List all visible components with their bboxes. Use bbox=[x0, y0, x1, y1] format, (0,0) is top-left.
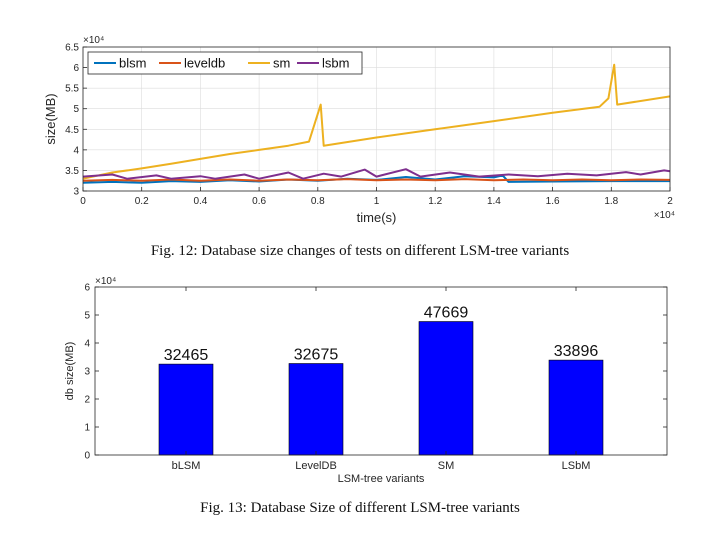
chart1-legend-label-lsbm: lsbm bbox=[322, 56, 349, 71]
chart1-y-multiplier: ×10⁴ bbox=[83, 35, 104, 46]
chart1-series bbox=[82, 63, 671, 184]
chart1-x-tick-label: 2 bbox=[667, 196, 673, 207]
chart2-y-ticks: 0 1 2 3 4 5 6 bbox=[84, 283, 667, 462]
chart1-y-tick-label: 3 bbox=[73, 187, 79, 198]
line-chart: 0 0.2 0.4 0.6 0.8 1 1.2 1.4 1.6 1.8 2 3 3.5 4 4.5 5 5.5… bbox=[43, 35, 675, 225]
chart1-legend-box bbox=[87, 51, 363, 75]
chart2-data-label: 32465 bbox=[164, 347, 209, 364]
chart1-x-axis-label: time(s) bbox=[357, 210, 397, 225]
chart1-x-tick-label: 0 bbox=[80, 196, 86, 207]
chart2-bar-SM bbox=[418, 321, 474, 456]
chart2-bars bbox=[158, 321, 604, 456]
chart1-x-tick-label: 1 bbox=[374, 196, 380, 207]
chart1-x-ticks: 0 0.2 0.4 0.6 0.8 1 1.2 1.4 1.6 1.8 2 bbox=[80, 187, 673, 207]
chart2-x-ticks: bLSM LevelDB SM LSbM bbox=[172, 287, 591, 472]
chart1-y-tick-label: 4.5 bbox=[65, 125, 79, 136]
chart2-data-label: 47669 bbox=[424, 305, 469, 322]
chart1-series-lsbm bbox=[82, 168, 671, 180]
chart1-y-ticks: 3 3.5 4 4.5 5 5.5 6 6.5 bbox=[65, 43, 87, 198]
chart2-y-tick-label: 0 bbox=[84, 451, 90, 462]
figure-12-caption: Fig. 12: Database size changes of tests … bbox=[150, 243, 570, 259]
chart1-y-tick-label: 6 bbox=[73, 63, 79, 74]
chart2-data-label: 33896 bbox=[554, 343, 599, 360]
chart1-y-tick-label: 5.5 bbox=[65, 84, 79, 95]
chart1-series-leveldb bbox=[82, 178, 671, 182]
chart2-y-tick-label: 4 bbox=[84, 339, 90, 350]
figure-13-caption: Fig. 13: Database Size of different LSM-… bbox=[200, 500, 520, 516]
chart2-y-tick-label: 2 bbox=[84, 395, 90, 406]
chart2-y-tick-label: 3 bbox=[84, 367, 90, 378]
chart2-x-axis-label: LSM-tree variants bbox=[338, 473, 425, 485]
chart1-y-tick-label: 6.5 bbox=[65, 43, 79, 54]
chart2-x-tick-label: LevelDB bbox=[295, 460, 337, 472]
chart2-y-multiplier: ×10⁴ bbox=[95, 276, 116, 287]
chart1-y-tick-label: 4 bbox=[73, 145, 79, 156]
chart1-y-axis-label: size(MB) bbox=[43, 93, 58, 144]
chart2-bar-bLSM bbox=[158, 363, 214, 456]
chart1-y-tick-label: 3.5 bbox=[65, 166, 79, 177]
chart1-legend: blsm leveldb sm lsbm bbox=[87, 51, 363, 75]
chart1-x-tick-label: 1.4 bbox=[487, 196, 501, 207]
chart1-x-tick-label: 1.6 bbox=[546, 196, 560, 207]
chart1-x-tick-label: 0.8 bbox=[311, 196, 325, 207]
chart1-y-tick-label: 5 bbox=[73, 104, 79, 115]
chart1-x-tick-label: 0.4 bbox=[193, 196, 207, 207]
chart2-y-tick-label: 6 bbox=[84, 283, 90, 294]
chart2-y-axis-label: db size(MB) bbox=[64, 342, 76, 401]
chart1-x-tick-label: 0.6 bbox=[252, 196, 266, 207]
bar-chart: bLSM LevelDB SM LSbM 0 1 2 3 4 5 6 32465 32675 4766… bbox=[64, 276, 668, 485]
chart1-legend-label-blsm: blsm bbox=[119, 56, 146, 71]
chart2-data-label: 32675 bbox=[294, 347, 339, 364]
chart2-x-tick-label: LSbM bbox=[562, 460, 591, 472]
chart1-legend-label-sm: sm bbox=[273, 56, 290, 71]
chart1-x-tick-label: 1.2 bbox=[428, 196, 442, 207]
chart2-y-tick-label: 1 bbox=[84, 423, 90, 434]
chart2-x-tick-label: SM bbox=[438, 460, 455, 472]
chart2-bar-LSbM bbox=[548, 359, 604, 456]
chart1-x-tick-label: 1.8 bbox=[604, 196, 618, 207]
chart1-series-sm bbox=[82, 63, 671, 180]
chart2-x-tick-label: bLSM bbox=[172, 460, 201, 472]
chart1-x-tick-label: 0.2 bbox=[135, 196, 149, 207]
chart2-data-labels: 32465 32675 47669 33896 bbox=[164, 305, 599, 365]
chart2-bar-LevelDB bbox=[288, 363, 344, 456]
chart2-y-tick-label: 5 bbox=[84, 311, 90, 322]
chart1-x-multiplier: ×10⁴ bbox=[654, 210, 675, 221]
chart1-legend-label-leveldb: leveldb bbox=[184, 56, 225, 71]
